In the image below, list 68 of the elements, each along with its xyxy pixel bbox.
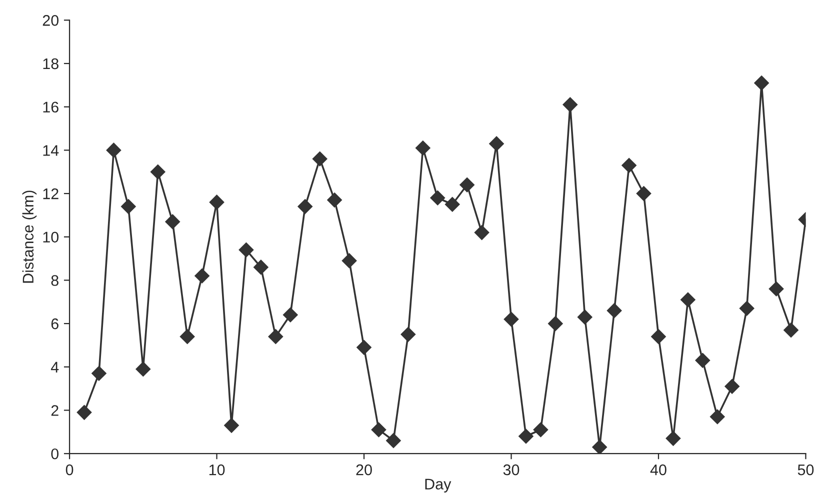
point <box>754 76 769 90</box>
y-tick-label: 16 <box>43 102 58 113</box>
point <box>444 196 460 212</box>
point <box>386 433 401 448</box>
y-tick-label: 12 <box>43 188 58 200</box>
x-tick-label: 10 <box>209 464 225 476</box>
point <box>312 151 328 166</box>
y-tick-label: 14 <box>43 145 59 156</box>
point <box>533 422 548 438</box>
y-tick-label: 8 <box>51 275 58 286</box>
point <box>415 140 430 156</box>
point <box>165 214 180 230</box>
y-tick-label: 10 <box>43 232 59 243</box>
point <box>739 300 754 316</box>
point <box>136 362 151 377</box>
point <box>120 199 136 214</box>
point <box>680 292 696 308</box>
point <box>209 194 224 210</box>
point <box>150 164 166 180</box>
point <box>460 177 475 192</box>
point <box>636 186 652 201</box>
point <box>327 192 342 208</box>
point <box>592 440 608 454</box>
y-tick-label: 6 <box>51 318 58 330</box>
point <box>356 340 372 355</box>
point <box>342 253 357 268</box>
point <box>180 329 195 344</box>
y-tick-label: 18 <box>43 58 58 70</box>
point <box>106 142 122 158</box>
point <box>768 281 784 296</box>
point <box>298 199 313 214</box>
point <box>651 329 666 344</box>
point <box>710 409 725 424</box>
point <box>724 378 740 394</box>
point <box>76 404 92 420</box>
point <box>666 431 681 446</box>
point <box>562 97 578 112</box>
point <box>400 326 416 342</box>
point <box>695 352 710 368</box>
point <box>518 428 534 444</box>
point <box>224 418 239 433</box>
x-tick-label: 0 <box>66 464 74 476</box>
x-tick-label: 50 <box>798 464 814 476</box>
point <box>548 316 563 331</box>
point <box>606 303 622 318</box>
point <box>577 310 592 324</box>
point <box>238 242 254 258</box>
point <box>371 422 386 438</box>
point <box>474 225 490 240</box>
point <box>622 158 636 173</box>
point <box>282 307 298 322</box>
y-axis-title: Distance (km) <box>22 190 37 283</box>
y-tick-label: 0 <box>51 448 59 460</box>
x-tick-label: 40 <box>650 464 666 476</box>
point <box>268 329 284 344</box>
point <box>194 268 210 284</box>
y-tick-label: 4 <box>50 362 59 372</box>
point <box>504 312 519 327</box>
y-tick-label: 2 <box>51 405 58 416</box>
x-tick-label: 20 <box>356 464 372 476</box>
x-tick-label: 30 <box>503 464 520 476</box>
point <box>254 260 268 275</box>
y-tick-label: 20 <box>42 15 59 26</box>
point <box>430 190 446 206</box>
point <box>92 366 106 381</box>
x-axis-title: Day <box>425 478 452 492</box>
point <box>489 136 504 152</box>
point <box>784 322 798 338</box>
